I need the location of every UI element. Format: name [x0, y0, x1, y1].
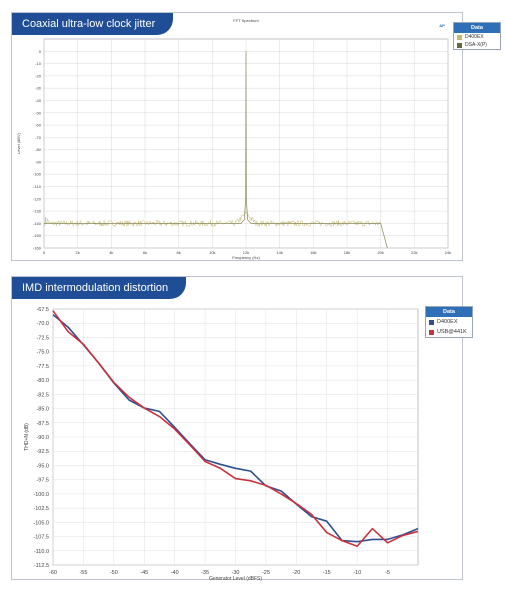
fft-x-tick-label: 18k — [344, 250, 350, 255]
imd-y-tick-label: -75.0 — [36, 350, 49, 356]
imd-y-tick-label: -90.0 — [36, 435, 49, 441]
fft-y-tick-label: -20 — [35, 73, 42, 78]
imd-y-tick-label: -100.0 — [33, 492, 49, 498]
fft-x-tick-label: 10k — [209, 250, 215, 255]
fft-x-tick-label: 12k — [243, 250, 249, 255]
panel-title-banner: IMD intermodulation distortion — [12, 277, 187, 299]
fft-x-tick-label: 14k — [276, 250, 282, 255]
fft-y-tick-label: -160 — [33, 246, 42, 251]
fft-y-tick-label: -90 — [35, 159, 42, 164]
fft-y-tick-label: -50 — [35, 110, 42, 115]
imd-series-line-2 — [52, 310, 419, 548]
fft-x-tick-label: 22k — [411, 250, 417, 255]
imd-y-tick-label: -87.5 — [36, 421, 49, 427]
panel-title-banner: Coaxial ultra-low clock jitter — [12, 13, 174, 35]
legend-item: USB@441K — [426, 327, 472, 337]
fft-y-tick-label: -80 — [35, 147, 42, 152]
imd-x-tick-label: -5 — [385, 570, 390, 576]
imd-x-tick-label: -30 — [232, 570, 240, 576]
imd-y-tick-label: -110.0 — [34, 549, 49, 555]
fft-x-tick-label: 4k — [109, 250, 113, 255]
legend-label: DSA-X(P) — [465, 42, 487, 48]
fft-y-tick-label: -100 — [33, 172, 42, 177]
imd-y-axis-label: THD+N (dB) — [24, 423, 30, 451]
imd-y-tick-label: -80.0 — [36, 378, 49, 384]
legend-label: D400EX — [437, 319, 458, 325]
legend-item: DSA-X(P) — [454, 41, 500, 49]
imd-legend: Data D400EX USB@441K — [425, 306, 473, 338]
ap-logo: AP — [439, 23, 445, 28]
fft-y-tick-label: 0 — [39, 49, 42, 54]
fft-y-axis-label: Level (dBV) — [16, 132, 21, 154]
fft-legend: Data D400EX DSA-X(P) — [453, 22, 501, 50]
fft-x-tick-label: 24k — [445, 250, 451, 255]
imd-x-tick-label: -55 — [79, 570, 87, 576]
legend-item: D400EX — [426, 317, 472, 327]
fft-x-tick-label: 2k — [76, 250, 80, 255]
fft-x-tick-label: 16k — [310, 250, 316, 255]
fft-x-axis-label: Frequency (Hz) — [232, 255, 260, 260]
imd-y-tick-label: -70.0 — [36, 321, 49, 327]
fft-x-tick-label: 20k — [377, 250, 383, 255]
imd-x-tick-label: -35 — [201, 570, 209, 576]
imd-x-tick-label: -15 — [323, 570, 331, 576]
fft-y-tick-label: -10 — [35, 61, 42, 66]
fft-x-tick-label: 6k — [143, 250, 147, 255]
imd-y-tick-label: -92.5 — [36, 449, 49, 455]
fft-y-tick-label: -150 — [33, 233, 42, 238]
fft-chart-title: FFT Spectrum — [233, 18, 259, 23]
imd-x-tick-label: -45 — [140, 570, 148, 576]
legend-item: D400EX — [454, 33, 500, 41]
fft-y-tick-label: -140 — [33, 221, 42, 226]
legend-label: USB@441K — [437, 329, 467, 335]
fft-y-tick-label: -40 — [35, 98, 42, 103]
imd-y-tick-label: -102.5 — [33, 506, 49, 512]
legend-label: D400EX — [465, 34, 484, 40]
legend-swatch — [457, 34, 462, 40]
imd-x-tick-label: -60 — [49, 570, 57, 576]
legend-swatch — [429, 319, 434, 325]
imd-y-tick-label: -82.5 — [36, 392, 49, 398]
fft-noise-trace — [44, 210, 381, 228]
fft-x-tick-label: 8k — [177, 250, 181, 255]
fft-y-tick-label: -60 — [35, 123, 42, 128]
legend-swatch — [429, 329, 434, 335]
imd-y-tick-label: -95.0 — [36, 463, 49, 469]
legend-header: Data — [426, 307, 472, 317]
fft-series-line — [44, 51, 388, 249]
fft-y-tick-label: -110 — [33, 184, 41, 189]
imd-y-tick-label: -77.5 — [36, 364, 49, 370]
imd-y-tick-label: -97.5 — [36, 478, 49, 484]
fft-y-tick-label: -70 — [35, 135, 42, 140]
imd-y-tick-label: -107.5 — [33, 535, 49, 541]
fft-y-tick-label: -130 — [33, 209, 42, 214]
fft-x-tick-label: 0 — [43, 250, 46, 255]
legend-swatch — [457, 42, 462, 48]
imd-x-tick-label: -10 — [353, 570, 361, 576]
fft-y-tick-label: -120 — [33, 196, 42, 201]
fft-y-tick-label: -30 — [35, 86, 42, 91]
imd-x-axis-label: Generator Level (dBFS) — [209, 576, 262, 582]
imd-x-tick-label: -20 — [292, 570, 300, 576]
imd-x-tick-label: -50 — [110, 570, 118, 576]
imd-y-tick-label: -67.5 — [36, 307, 49, 313]
imd-x-tick-label: -40 — [171, 570, 179, 576]
imd-x-tick-label: -25 — [262, 570, 270, 576]
imd-y-tick-label: -72.5 — [36, 335, 49, 341]
legend-header: Data — [454, 23, 500, 33]
imd-y-tick-label: -105.0 — [33, 520, 49, 526]
imd-y-tick-label: -112.5 — [34, 563, 49, 569]
imd-y-tick-label: -85.0 — [36, 407, 49, 413]
